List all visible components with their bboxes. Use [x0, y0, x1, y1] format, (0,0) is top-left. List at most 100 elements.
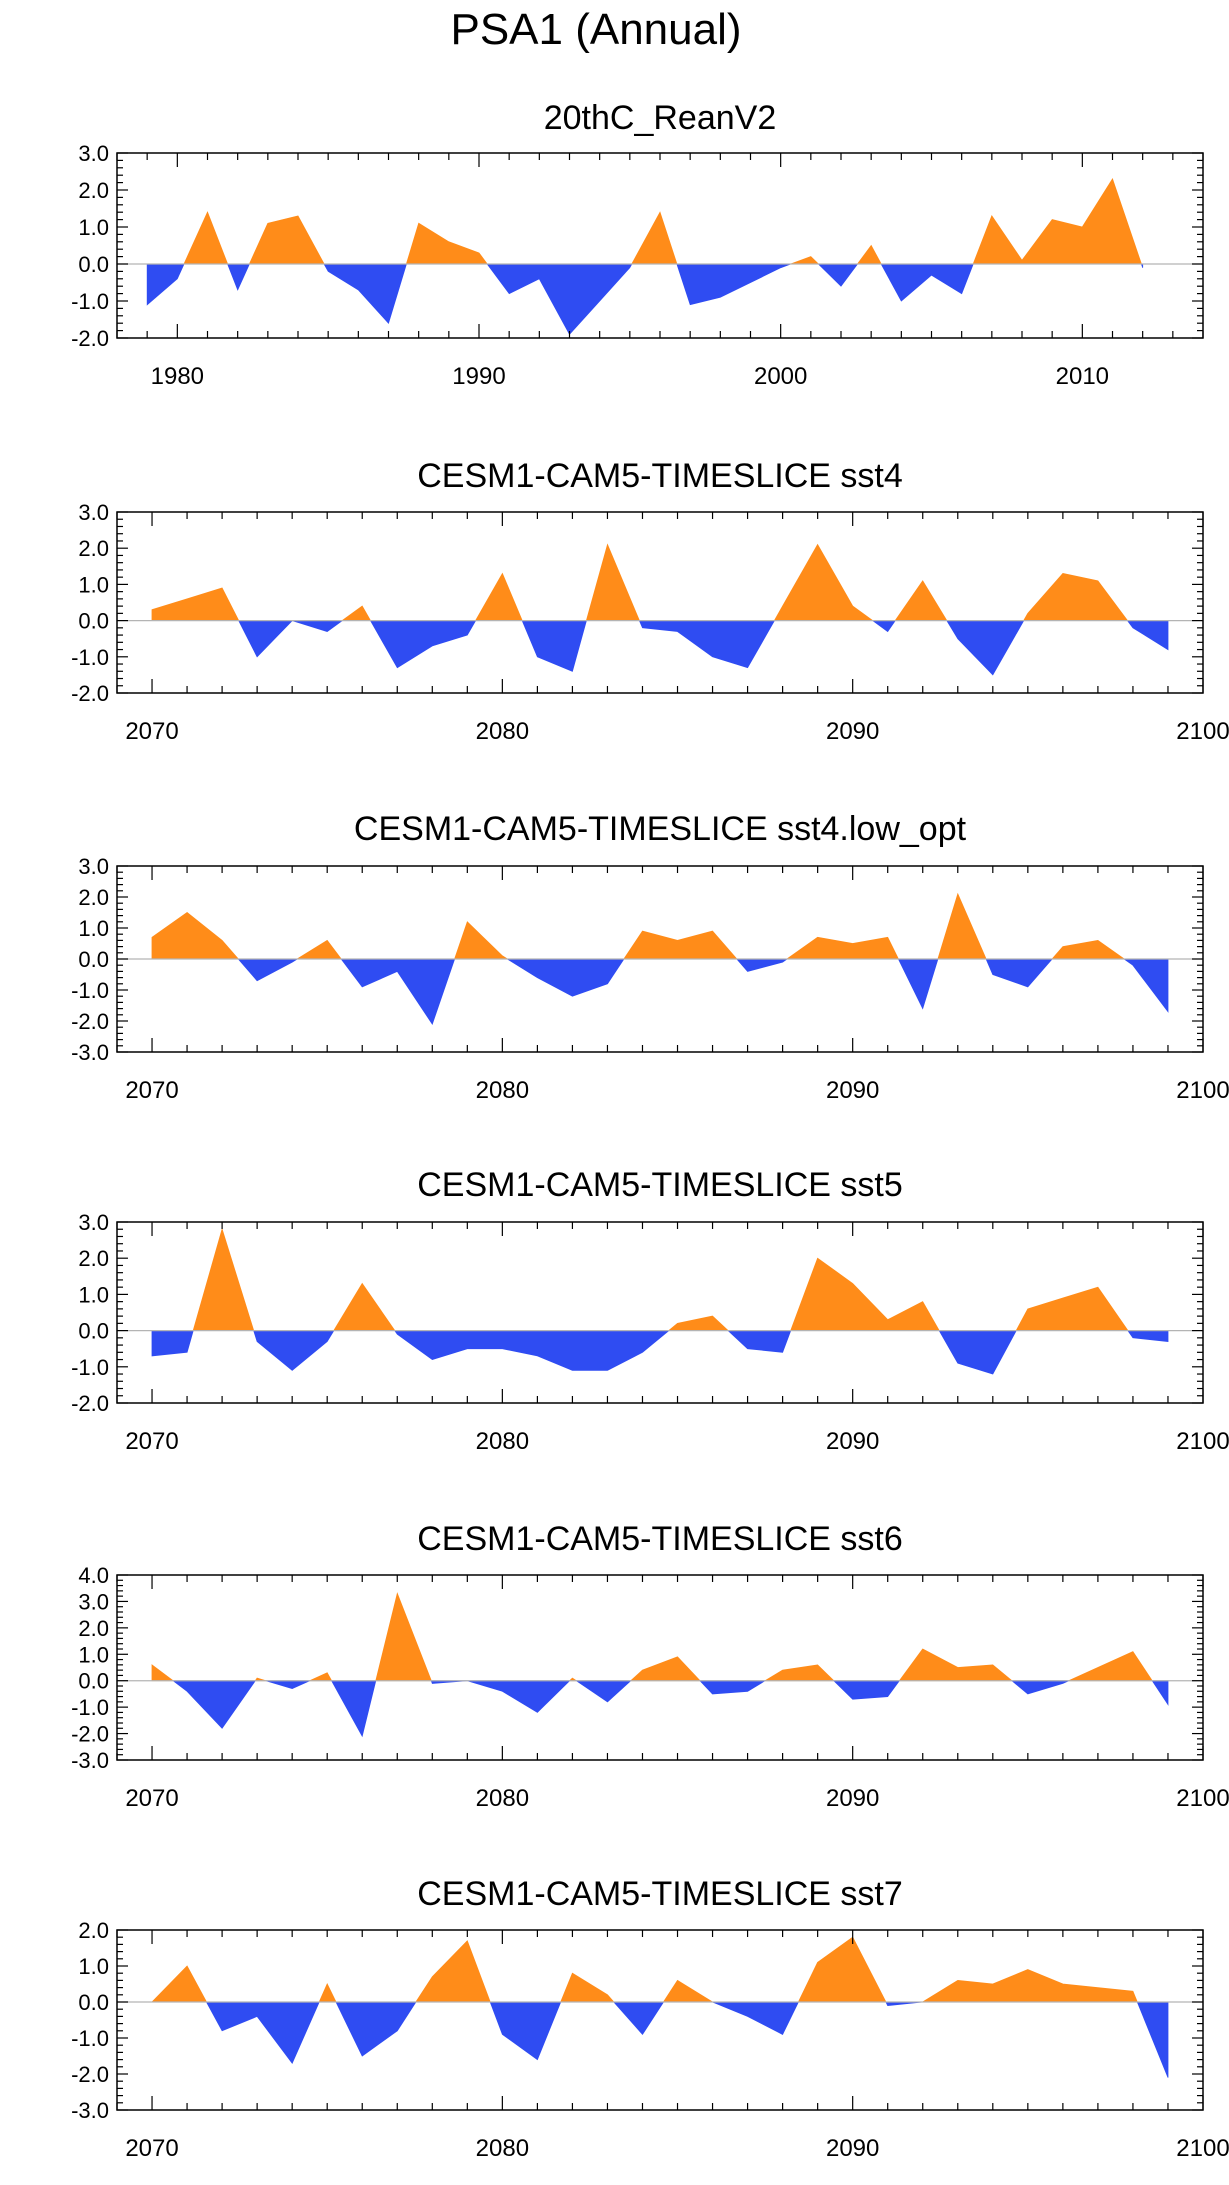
negative-area: [832, 1680, 901, 1700]
negative-area: [638, 620, 776, 669]
x-tick-label: 2080: [476, 1077, 529, 1104]
negative-area: [985, 958, 1053, 988]
negative-area: [612, 2001, 665, 2036]
y-tick-label: 2.0: [78, 1246, 109, 1271]
x-tick-label: 2090: [826, 2135, 879, 2162]
y-tick-label: -1.0: [71, 978, 109, 1003]
panel-title: CESM1-CAM5-TIMESLICE sst7: [417, 1875, 903, 1913]
negative-area: [237, 958, 299, 982]
negative-area: [880, 263, 974, 302]
negative-area: [1151, 1680, 1169, 1706]
y-tick-label: 2.0: [78, 536, 109, 561]
y-tick-label: 1.0: [78, 1282, 109, 1307]
negative-area: [1136, 2001, 1169, 2078]
plot-frame: [116, 1574, 1204, 1761]
negative-area: [489, 2001, 562, 2061]
y-tick-label: -2.0: [71, 681, 109, 706]
y-tick-label: 3.0: [78, 854, 109, 879]
negative-area: [171, 1680, 257, 1729]
y-tick-label: 3.0: [78, 1589, 109, 1614]
x-tick-label: 2090: [826, 1428, 879, 1455]
negative-area: [727, 1330, 792, 1353]
positive-area: [318, 1983, 337, 2003]
negative-area: [897, 958, 939, 1010]
positive-area: [623, 930, 738, 960]
positive-area: [560, 1972, 615, 2003]
positive-area: [1015, 1286, 1129, 1331]
negative-area: [238, 620, 294, 658]
y-tick-label: -1.0: [71, 289, 109, 314]
positive-area: [454, 921, 509, 960]
positive-area: [151, 912, 240, 960]
y-tick-label: 0.0: [78, 1319, 109, 1344]
panel-1: 20thC_ReanV2 3.0 2.0 1.0 0.0 -1.0 -2.0 1980 1990…: [71, 99, 1204, 390]
positive-area: [295, 939, 343, 960]
panel-title: CESM1-CAM5-TIMESLICE sst6: [417, 1520, 903, 1558]
x-tick-label: 1990: [452, 363, 505, 390]
y-tick-label: -3.0: [71, 2098, 109, 2123]
y-tick-label: 2.0: [78, 1918, 109, 1943]
negative-area: [938, 1330, 1017, 1375]
positive-area: [405, 222, 488, 265]
positive-area: [629, 1656, 701, 1682]
negative-area: [1126, 620, 1169, 651]
positive-area: [898, 1648, 1014, 1682]
x-tick-label: 2080: [476, 1785, 529, 1812]
x-tick-label: 2080: [476, 1428, 529, 1455]
panel-title: CESM1-CAM5-TIMESLICE sst4.low_opt: [354, 810, 967, 848]
panel-6: CESM1-CAM5-TIMESLICE sst7 2.0 1.0 0.0 -1.0 -2…: [71, 1875, 1229, 2162]
positive-area: [662, 1979, 714, 2003]
negative-area: [146, 263, 185, 306]
positive-area: [937, 892, 987, 960]
y-tick-label: 0.0: [78, 609, 109, 634]
y-tick-label: 3.0: [78, 141, 109, 166]
negative-area: [330, 1680, 377, 1738]
panel-title: CESM1-CAM5-TIMESLICE sst4: [417, 457, 903, 495]
negative-area: [292, 620, 344, 632]
negative-area: [227, 263, 251, 291]
x-tick-label: 2090: [826, 1785, 879, 1812]
y-tick-label: 2.0: [78, 178, 109, 203]
y-tick-label: -1.0: [71, 1695, 109, 1720]
y-tick-label: -2.0: [71, 2062, 109, 2087]
y-tick-label: -1.0: [71, 1355, 109, 1380]
positive-area: [151, 1664, 175, 1682]
x-tick-label: 2070: [125, 1428, 178, 1455]
negative-area: [205, 2001, 320, 2064]
positive-area: [1023, 573, 1129, 621]
y-tick-label: 1.0: [78, 1954, 109, 1979]
x-tick-label: 2000: [754, 363, 807, 390]
negative-area: [735, 958, 789, 972]
negative-area: [574, 1680, 632, 1703]
negative-area: [1122, 958, 1169, 1013]
positive-area: [340, 605, 372, 621]
positive-area: [797, 1936, 887, 2003]
negative-area: [712, 2001, 800, 2035]
x-tick-label: 2080: [476, 2135, 529, 2162]
positive-area: [763, 1664, 835, 1682]
positive-area: [790, 1257, 940, 1331]
positive-area: [585, 543, 641, 621]
y-tick-label: 1.0: [78, 572, 109, 597]
positive-area: [151, 1965, 208, 2003]
y-tick-label: -2.0: [71, 1391, 109, 1416]
x-tick-label: 2080: [476, 718, 529, 745]
x-tick-label: 2090: [826, 718, 879, 745]
plot-frame: [116, 1929, 1204, 2111]
positive-area: [1068, 1651, 1153, 1682]
positive-area: [785, 936, 900, 960]
negative-area: [1010, 1680, 1069, 1695]
negative-area: [946, 620, 1025, 676]
y-tick-label: 3.0: [78, 500, 109, 525]
y-tick-label: 1.0: [78, 215, 109, 240]
positive-area: [151, 587, 240, 621]
negative-area: [486, 263, 633, 335]
y-tick-label: 0.0: [78, 1669, 109, 1694]
positive-area: [333, 1282, 396, 1331]
y-tick-label: -1.0: [71, 2026, 109, 2051]
positive-area: [631, 211, 678, 265]
y-tick-label: -2.0: [71, 326, 109, 351]
x-tick-label: 2070: [125, 2135, 178, 2162]
positive-area: [248, 215, 325, 265]
